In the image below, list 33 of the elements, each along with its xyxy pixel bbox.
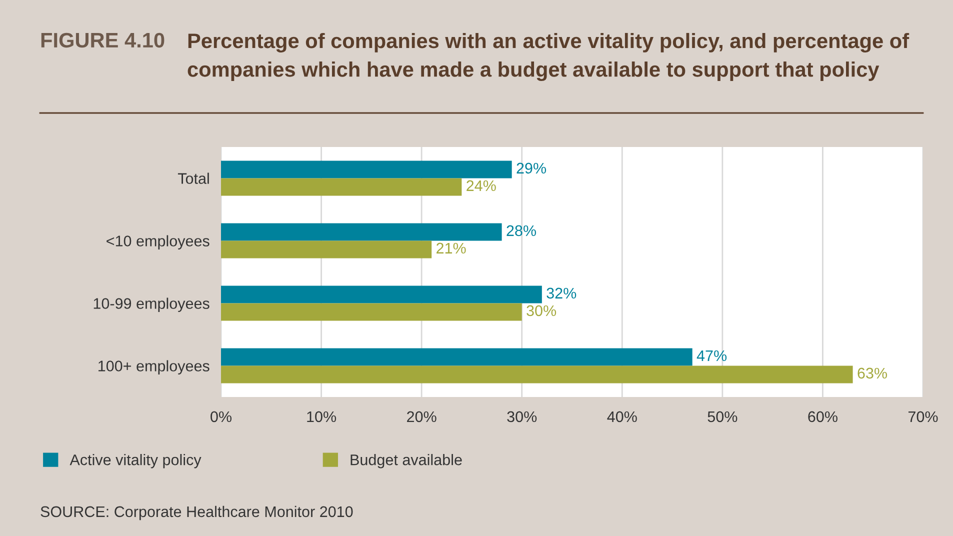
text: 29%: [516, 162, 546, 174]
bar: [221, 348, 692, 366]
bar: [221, 178, 462, 196]
text: 32%: [546, 288, 576, 299]
legend-label: Active vitality policy: [70, 454, 202, 468]
legend-label: Budget available: [350, 454, 462, 468]
x-tick-label: 60%: [808, 411, 838, 422]
x-tick-label: 70%: [908, 411, 938, 422]
x-tick-label: 30%: [507, 411, 537, 422]
bar: [221, 240, 432, 258]
x-tick-label: 20%: [407, 411, 436, 422]
text: 21%: [436, 242, 466, 254]
y-tick-label: 10-99 employees: [94, 298, 210, 312]
y-tick-label: Total: [178, 172, 209, 184]
x-tick-label: 0%: [210, 411, 232, 422]
text: 47%: [696, 350, 727, 362]
bar: [221, 366, 853, 384]
chart-title: Percentage of companies with an active vitality policy, and percentage of companies which have made a budget available to support that policy: [188, 32, 910, 82]
source-note: SOURCE: Corporate Healthcare Monitor 2010: [40, 506, 353, 520]
text: 24%: [466, 180, 496, 192]
text: 28%: [506, 225, 536, 236]
bar: [221, 223, 502, 241]
caption: FIGURE 4.10: [41, 32, 164, 48]
x-tick-label: 10%: [307, 411, 336, 422]
bar: [221, 286, 542, 304]
bar: [221, 160, 512, 178]
y-tick-label: <10 employees: [106, 235, 210, 250]
y-tick-label: 100+ employees: [98, 360, 210, 374]
x-tick-label: 40%: [607, 411, 637, 422]
bar: [221, 303, 522, 321]
x-tick-label: 50%: [708, 411, 738, 422]
text: 63%: [858, 368, 887, 379]
text: 30%: [526, 305, 556, 316]
